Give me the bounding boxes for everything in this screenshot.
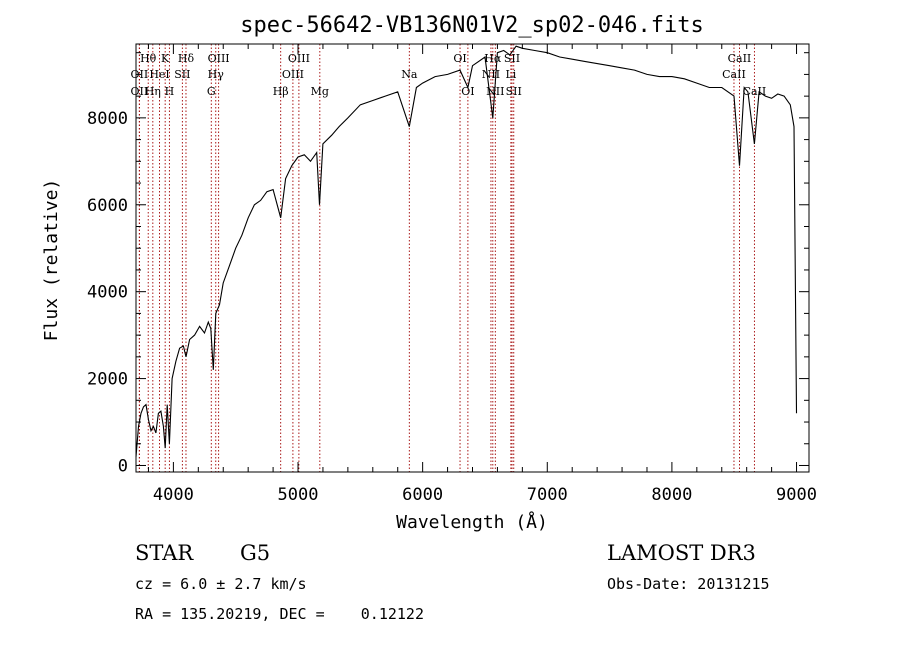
x-tick-label-0: 4000 [153, 485, 194, 505]
line-label-10: Hγ [208, 68, 225, 81]
y-tick-label-4: 8000 [87, 109, 128, 129]
line-label-12: Hβ [273, 85, 289, 98]
line-label-22: SII [504, 52, 520, 65]
line-label-7: SII [174, 68, 190, 81]
spectrum-line [135, 45, 798, 457]
line-label-19: Hα [484, 52, 502, 65]
obs-date: Obs-Date: 20131215 [607, 575, 770, 593]
x-tick-label-4: 8000 [651, 485, 692, 505]
redshift-readout: cz = 6.0 ± 2.7 km/s [135, 575, 307, 593]
x-tick-label-2: 6000 [402, 485, 443, 505]
line-label-26: CaII [722, 68, 746, 81]
line-label-11: G [207, 85, 216, 98]
chart-title: spec-56642-VB136N01V2_sp02-046.fits [240, 13, 704, 38]
y-tick-label-2: 4000 [87, 283, 128, 303]
line-label-17: OI [453, 52, 466, 65]
line-label-3: Hη [145, 85, 161, 98]
object-class: STAR [135, 541, 194, 565]
x-tick-label-3: 7000 [527, 485, 568, 505]
y-tick-label-1: 2000 [87, 370, 128, 390]
line-label-20: NII [482, 68, 500, 81]
y-axis-ticks: 0 2000 4000 6000 8000 [87, 52, 809, 476]
x-axis-label: Wavelength (Å) [396, 511, 548, 533]
line-label-5: K [161, 52, 170, 65]
line-label-8: Hδ [178, 52, 195, 65]
line-label-15: Mg [311, 85, 329, 98]
plot-frame [135, 43, 810, 473]
line-label-18: OI [461, 85, 474, 98]
survey-name: LAMOST DR3 [607, 541, 756, 565]
y-tick-label-3: 6000 [87, 196, 128, 216]
line-label-13: OIII [282, 68, 304, 81]
x-axis-ticks: 4000 5000 6000 7000 8000 9000 [147, 44, 817, 505]
object-subclass: G5 [240, 541, 270, 565]
line-label-0: Hθ [140, 52, 157, 65]
coordinates: RA = 135.20219, DEC = 0.12122 [135, 605, 424, 623]
line-label-27: CaII [743, 85, 767, 98]
line-label-16: Na [401, 68, 418, 81]
line-label-9: OIII [208, 52, 230, 65]
line-label-25: CaII [728, 52, 752, 65]
line-label-14: OIII [288, 52, 310, 65]
line-label-23: Li [505, 68, 516, 81]
y-axis-label: Flux (relative) [41, 179, 62, 342]
line-label-2: OII [131, 85, 149, 98]
line-label-6: H [165, 85, 175, 98]
x-tick-label-5: 9000 [776, 485, 817, 505]
line-label-24: SII [506, 85, 522, 98]
y-tick-label-0: 0 [118, 456, 128, 476]
line-label-21: NII [486, 85, 504, 98]
line-label-4: HeI [149, 68, 169, 81]
x-tick-label-1: 5000 [278, 485, 319, 505]
spectral-line-markers [138, 44, 755, 472]
